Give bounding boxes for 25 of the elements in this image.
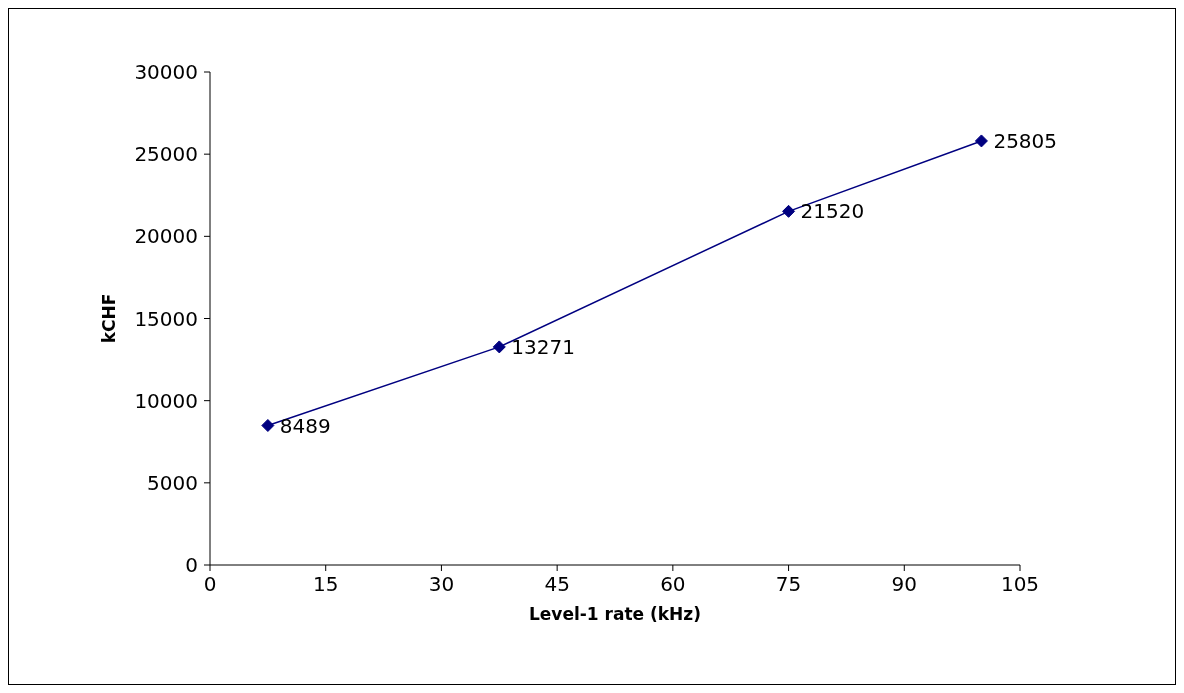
y-tick-label: 10000: [134, 388, 198, 413]
x-tick-label: 75: [775, 572, 802, 597]
x-tick-label: 0: [203, 572, 217, 597]
x-tick-label: 105: [1000, 572, 1040, 597]
x-tick-label: 90: [891, 572, 918, 597]
point: [261, 419, 275, 432]
y-tick-label: 0: [185, 553, 198, 578]
y-tick-label: 15000: [134, 306, 198, 331]
data-label: 13271: [511, 335, 575, 360]
point: [974, 134, 988, 148]
data-label: 21520: [800, 199, 865, 224]
y-tick-label: 30000: [134, 60, 198, 85]
data-label: 25805: [993, 129, 1058, 154]
x-tick-label: 30: [428, 572, 455, 597]
x-tick-label: 15: [312, 572, 339, 597]
y-axis-title: kCHF: [99, 293, 120, 344]
point: [782, 204, 796, 218]
y-tick-label: 5000: [147, 470, 198, 495]
point: [492, 340, 506, 354]
x-tick-label: 60: [660, 572, 686, 597]
y-tick-label: 25000: [134, 142, 198, 167]
data-label: 8489: [279, 413, 331, 438]
y-tick-label: 20000: [134, 224, 198, 249]
x-axis-title: Level-1 rate (kHz): [528, 604, 702, 624]
x-tick-label: 45: [544, 572, 570, 597]
